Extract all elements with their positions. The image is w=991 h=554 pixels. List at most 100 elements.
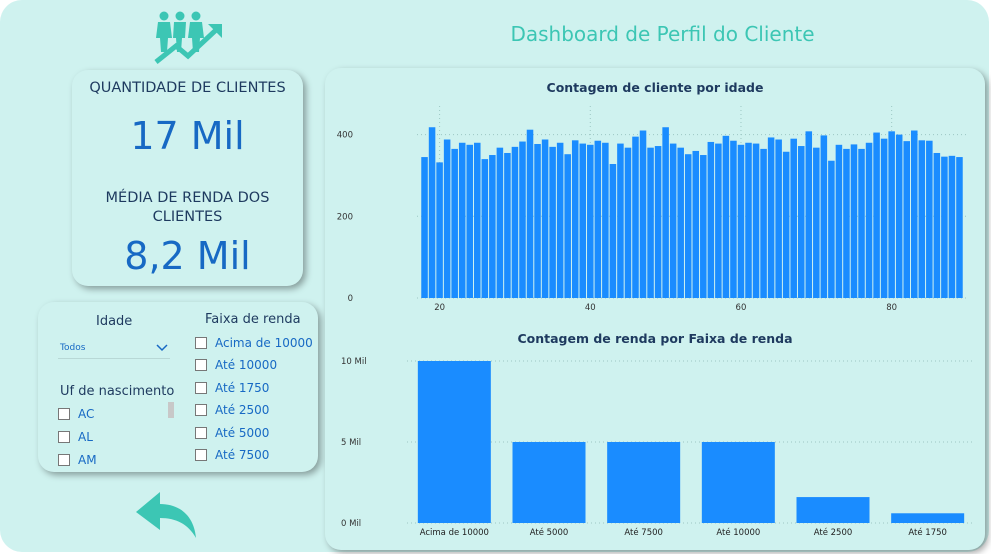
renda-bar[interactable] bbox=[891, 513, 965, 523]
age-bar[interactable] bbox=[752, 143, 760, 298]
uf-scrollbar[interactable] bbox=[168, 402, 174, 418]
age-bar[interactable] bbox=[820, 135, 828, 298]
renda-bar[interactable] bbox=[796, 497, 870, 523]
age-bar[interactable] bbox=[843, 148, 850, 298]
age-bar[interactable] bbox=[579, 143, 587, 298]
age-bar[interactable] bbox=[541, 139, 549, 298]
age-bar[interactable] bbox=[466, 144, 474, 298]
age-bar[interactable] bbox=[481, 159, 489, 298]
age-bar[interactable] bbox=[534, 143, 541, 298]
age-bar[interactable] bbox=[828, 160, 835, 298]
checkbox[interactable] bbox=[195, 449, 207, 461]
age-bar[interactable] bbox=[556, 142, 564, 298]
age-bar[interactable] bbox=[850, 144, 858, 298]
age-bar[interactable] bbox=[888, 131, 895, 298]
age-bar[interactable] bbox=[632, 136, 639, 298]
age-bar[interactable] bbox=[926, 140, 933, 298]
age-bar[interactable] bbox=[624, 147, 632, 298]
age-bar[interactable] bbox=[549, 146, 556, 298]
age-bar[interactable] bbox=[677, 147, 684, 298]
faixa-option[interactable]: Até 10000 bbox=[195, 358, 277, 372]
age-bar[interactable] bbox=[474, 142, 481, 298]
age-bar[interactable] bbox=[933, 152, 941, 298]
age-bar[interactable] bbox=[692, 150, 700, 298]
age-bar[interactable] bbox=[451, 148, 458, 298]
age-bar[interactable] bbox=[684, 154, 692, 298]
age-bar[interactable] bbox=[700, 155, 707, 298]
age-bar[interactable] bbox=[745, 142, 752, 298]
age-bar[interactable] bbox=[737, 144, 745, 298]
uf-option[interactable]: AC bbox=[58, 407, 94, 421]
age-bar[interactable] bbox=[421, 157, 428, 298]
age-bar[interactable] bbox=[782, 151, 790, 298]
age-bar[interactable] bbox=[617, 143, 624, 298]
age-bar[interactable] bbox=[895, 134, 903, 298]
age-bar[interactable] bbox=[647, 147, 654, 298]
age-bar[interactable] bbox=[858, 148, 865, 298]
age-bar[interactable] bbox=[519, 141, 526, 298]
age-bar[interactable] bbox=[436, 162, 443, 298]
faixa-option[interactable]: Até 5000 bbox=[195, 426, 269, 440]
age-bar[interactable] bbox=[602, 142, 609, 298]
age-bar[interactable] bbox=[865, 142, 873, 298]
age-bar[interactable] bbox=[910, 130, 918, 298]
age-bar[interactable] bbox=[873, 132, 880, 298]
checkbox[interactable] bbox=[195, 337, 207, 349]
age-bar[interactable] bbox=[428, 127, 436, 298]
faixa-option[interactable]: Até 1750 bbox=[195, 381, 269, 395]
age-bar[interactable] bbox=[715, 143, 722, 298]
age-bar[interactable] bbox=[489, 155, 496, 298]
renda-bar[interactable] bbox=[512, 442, 586, 523]
age-bar[interactable] bbox=[775, 139, 782, 298]
age-bar[interactable] bbox=[760, 148, 767, 298]
faixa-option[interactable]: Até 7500 bbox=[195, 448, 269, 462]
checkbox[interactable] bbox=[195, 404, 207, 416]
age-bar[interactable] bbox=[790, 138, 797, 298]
age-bar[interactable] bbox=[707, 141, 715, 298]
age-bar[interactable] bbox=[722, 135, 730, 298]
age-bar[interactable] bbox=[918, 140, 926, 298]
age-bar[interactable] bbox=[443, 139, 451, 298]
checkbox[interactable] bbox=[195, 382, 207, 394]
age-bar[interactable] bbox=[654, 146, 662, 298]
age-bar[interactable] bbox=[662, 127, 669, 298]
age-bar[interactable] bbox=[504, 152, 511, 298]
age-bar[interactable] bbox=[767, 137, 775, 298]
checkbox[interactable] bbox=[195, 427, 207, 439]
age-bar[interactable] bbox=[948, 155, 956, 298]
age-bar[interactable] bbox=[458, 142, 466, 298]
uf-option[interactable]: AL bbox=[58, 430, 93, 444]
checkbox[interactable] bbox=[58, 431, 70, 443]
age-bar[interactable] bbox=[956, 157, 963, 298]
age-bar[interactable] bbox=[587, 144, 594, 298]
renda-bar[interactable] bbox=[607, 442, 681, 523]
age-bar[interactable] bbox=[730, 140, 737, 298]
age-bar[interactable] bbox=[835, 144, 843, 298]
x-tick-label: Até 5000 bbox=[530, 527, 569, 538]
uf-option[interactable]: AM bbox=[58, 453, 97, 467]
age-bar[interactable] bbox=[511, 146, 519, 298]
age-bar[interactable] bbox=[609, 164, 617, 298]
faixa-option[interactable]: Até 2500 bbox=[195, 403, 269, 417]
age-bar[interactable] bbox=[526, 129, 534, 298]
age-bar[interactable] bbox=[594, 140, 602, 298]
renda-bar[interactable] bbox=[417, 361, 491, 523]
age-bar[interactable] bbox=[880, 138, 888, 298]
age-bar[interactable] bbox=[571, 140, 579, 298]
checkbox[interactable] bbox=[58, 454, 70, 466]
age-bar[interactable] bbox=[805, 131, 813, 298]
checkbox[interactable] bbox=[58, 408, 70, 420]
checkbox[interactable] bbox=[195, 359, 207, 371]
age-bar[interactable] bbox=[639, 130, 647, 298]
age-bar[interactable] bbox=[903, 141, 910, 298]
renda-bar[interactable] bbox=[701, 442, 775, 523]
faixa-option[interactable]: Acima de 10000 bbox=[195, 336, 313, 350]
age-bar[interactable] bbox=[941, 156, 948, 298]
idade-dropdown[interactable]: Todos bbox=[58, 340, 170, 359]
age-bar[interactable] bbox=[564, 154, 571, 298]
back-arrow-icon[interactable] bbox=[134, 490, 200, 540]
age-bar[interactable] bbox=[669, 143, 677, 298]
age-bar[interactable] bbox=[496, 147, 504, 298]
age-bar[interactable] bbox=[813, 147, 820, 298]
age-bar[interactable] bbox=[797, 146, 805, 298]
